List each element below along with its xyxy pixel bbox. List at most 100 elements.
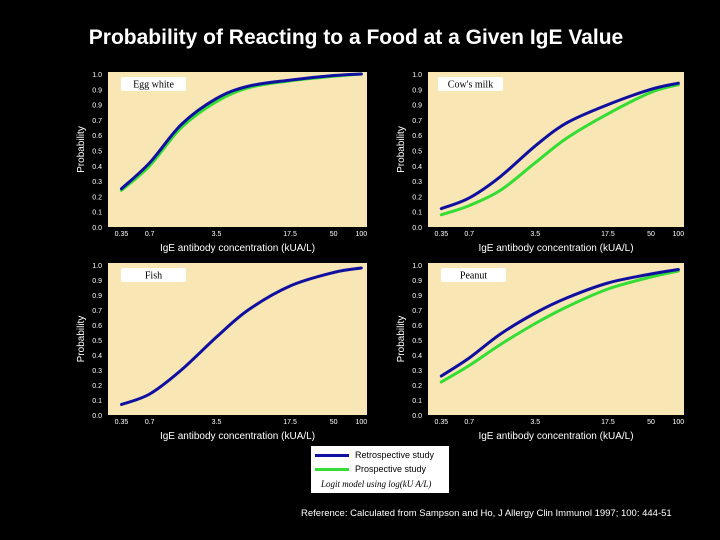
y-tick-label: 0.5	[92, 149, 102, 156]
legend-entry-prospective: Prospective study	[315, 464, 426, 474]
legend-note: Logit model using log(kU A/L)	[321, 479, 432, 489]
x-tick-label: 17.5	[283, 419, 297, 426]
series-line-prospective	[439, 269, 680, 384]
panel-title-box	[121, 77, 186, 91]
y-tick-label: 0.0	[92, 225, 102, 232]
y-tick-label: 0.1	[92, 398, 102, 405]
x-tick-label: 0.7	[464, 419, 474, 426]
x-tick-label: 50	[647, 419, 655, 426]
chart-panel-2: 1.0 0.9 0.9 0.7 0.6 0.5 0.4 0.3 0.2 0.1 0.0 0.35 0.7…	[76, 263, 367, 442]
legend-entry-retrospective: Retrospective study	[315, 450, 434, 460]
x-tick-label: 3.5	[212, 231, 222, 238]
plot-area	[428, 263, 684, 415]
x-tick-label: 100	[355, 231, 367, 238]
x-tick-label: 0.7	[145, 419, 155, 426]
panel-title: Egg white	[133, 80, 174, 91]
x-tick-label: 17.5	[601, 231, 615, 238]
series-line-retrospective	[439, 81, 680, 211]
y-tick-label: 0.9	[412, 293, 422, 300]
x-tick-label: 0.7	[145, 231, 155, 238]
x-tick-label: 3.5	[530, 419, 540, 426]
legend-label: Retrospective study	[355, 450, 435, 460]
y-tick-label: 0.9	[412, 278, 422, 285]
reference-text: Reference: Calculated from Sampson and H…	[301, 508, 672, 519]
y-tick-label: 0.9	[412, 87, 422, 94]
y-tick-label: 0.7	[92, 308, 102, 315]
y-tick-label: 0.1	[92, 210, 102, 217]
y-tick-label: 0.6	[92, 323, 102, 330]
x-tick-label: 50	[330, 231, 338, 238]
y-tick-label: 0.1	[412, 398, 422, 405]
y-tick-label: 0.9	[92, 103, 102, 110]
legend-swatch-prospective	[315, 467, 349, 471]
y-tick-label: 0.6	[412, 323, 422, 330]
x-axis-label: IgE antibody concentration (kUA/L)	[478, 431, 633, 442]
panel-title-box	[438, 77, 503, 91]
legend-label: Prospective study	[355, 464, 427, 474]
y-axis-label: Probability	[396, 126, 407, 173]
y-tick-label: 0.0	[92, 413, 102, 420]
y-tick-label: 0.2	[412, 383, 422, 390]
y-tick-label: 0.5	[412, 149, 422, 156]
panel-title-box	[441, 268, 506, 282]
chart-panel-1: 1.0 0.9 0.9 0.7 0.6 0.5 0.4 0.3 0.2 0.1 0.0 0.35 0.7…	[396, 72, 684, 254]
y-tick-label: 0.9	[92, 293, 102, 300]
y-tick-label: 0.4	[412, 164, 422, 171]
x-tick-label: 3.5	[212, 419, 222, 426]
x-axis-label: IgE antibody concentration (kUA/L)	[478, 243, 633, 254]
x-tick-label: 100	[355, 419, 367, 426]
y-tick-label: 0.1	[412, 210, 422, 217]
y-tick-label: 0.3	[412, 368, 422, 375]
y-tick-label: 0.6	[92, 133, 102, 140]
y-tick-label: 0.9	[92, 87, 102, 94]
y-tick-label: 0.3	[92, 368, 102, 375]
y-tick-label: 0.0	[412, 413, 422, 420]
y-tick-label: 0.2	[412, 194, 422, 201]
x-tick-label: 0.7	[464, 231, 474, 238]
x-tick-label: 0.35	[115, 419, 129, 426]
y-tick-label: 0.2	[92, 383, 102, 390]
plot-area	[108, 72, 367, 227]
series-line-retrospective	[119, 266, 363, 406]
series-line-retrospective	[439, 268, 680, 378]
y-tick-label: 0.4	[412, 353, 422, 360]
y-axis-label: Probability	[76, 126, 87, 173]
x-tick-label: 3.5	[530, 231, 540, 238]
x-tick-label: 100	[673, 419, 685, 426]
y-tick-label: 0.9	[412, 103, 422, 110]
y-tick-label: 0.7	[412, 308, 422, 315]
y-tick-label: 0.5	[92, 338, 102, 345]
panel-title-box	[121, 268, 186, 282]
x-tick-label: 100	[673, 231, 685, 238]
panel-title: Peanut	[460, 271, 487, 282]
chart-panel-3: 1.0 0.9 0.9 0.7 0.6 0.5 0.4 0.3 0.2 0.1 0.0 0.35 0.7…	[396, 263, 684, 442]
legend-swatch-retrospective	[315, 453, 349, 457]
x-tick-label: 50	[647, 231, 655, 238]
plot-area	[108, 263, 367, 415]
y-axis-label: Probability	[396, 316, 407, 363]
y-tick-label: 1.0	[412, 72, 422, 79]
series-line-prospective	[439, 83, 680, 217]
y-tick-label: 0.3	[412, 179, 422, 186]
x-axis-label: IgE antibody concentration (kUA/L)	[160, 431, 315, 442]
x-tick-label: 17.5	[283, 231, 297, 238]
x-tick-label: 0.35	[115, 231, 129, 238]
slide-title: Probability of Reacting to a Food at a G…	[88, 26, 624, 49]
y-tick-label: 0.9	[92, 278, 102, 285]
panel-title: Cow's milk	[448, 80, 493, 91]
y-tick-label: 0.5	[412, 338, 422, 345]
y-axis-label: Probability	[76, 316, 87, 363]
y-tick-label: 0.2	[92, 194, 102, 201]
panel-title: Fish	[145, 271, 162, 282]
chart-panel-0: 1.0 0.9 0.9 0.7 0.6 0.5 0.4 0.3 0.2 0.1 0.0 0.35 0.7…	[76, 72, 367, 254]
legend: Retrospective study Prospective study Lo…	[311, 446, 449, 493]
y-tick-label: 0.7	[412, 118, 422, 125]
y-tick-label: 0.7	[92, 118, 102, 125]
series-line-retrospective	[119, 72, 363, 191]
x-tick-label: 0.35	[434, 231, 448, 238]
y-tick-label: 1.0	[412, 263, 422, 270]
y-tick-label: 0.3	[92, 179, 102, 186]
y-tick-label: 0.4	[92, 353, 102, 360]
y-tick-label: 0.0	[412, 225, 422, 232]
